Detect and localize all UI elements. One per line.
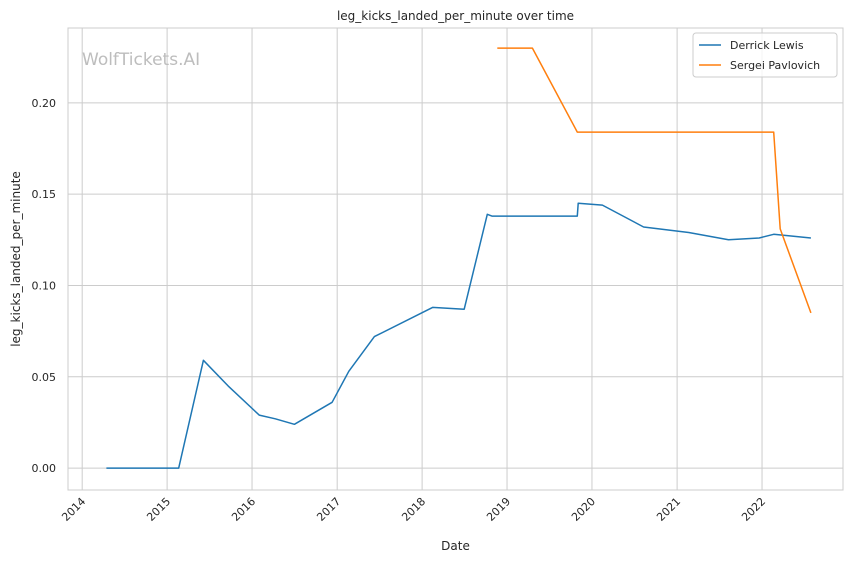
plot-area: [68, 28, 843, 490]
legend-label-derrick-lewis: Derrick Lewis: [730, 39, 804, 52]
y-tick-label: 0.20: [32, 97, 57, 110]
watermark: WolfTickets.AI: [82, 50, 200, 70]
y-tick-label: 0.00: [32, 462, 57, 475]
y-tick-label: 0.10: [32, 279, 57, 292]
series-layer: [106, 47, 812, 469]
grid: [68, 28, 843, 490]
legend: Derrick Lewis Sergei Pavlovich: [692, 32, 838, 78]
plot-frame: [67, 27, 844, 491]
chart-title: leg_kicks_landed_per_minute over time: [337, 9, 574, 23]
x-axis-title: Date: [441, 539, 470, 553]
legend-label-sergei-pavlovich: Sergei Pavlovich: [730, 59, 820, 72]
series-line-sergei-pavlovich: [497, 47, 812, 314]
y-axis-ticks: 0.00 0.05 0.10 0.15 0.20: [32, 97, 57, 475]
series-line-derrick-lewis: [106, 202, 811, 469]
y-axis-title: leg_kicks_landed_per_minute: [9, 171, 23, 347]
legend-box: [692, 32, 838, 78]
y-tick-label: 0.15: [32, 188, 57, 201]
y-tick-label: 0.05: [32, 371, 57, 384]
